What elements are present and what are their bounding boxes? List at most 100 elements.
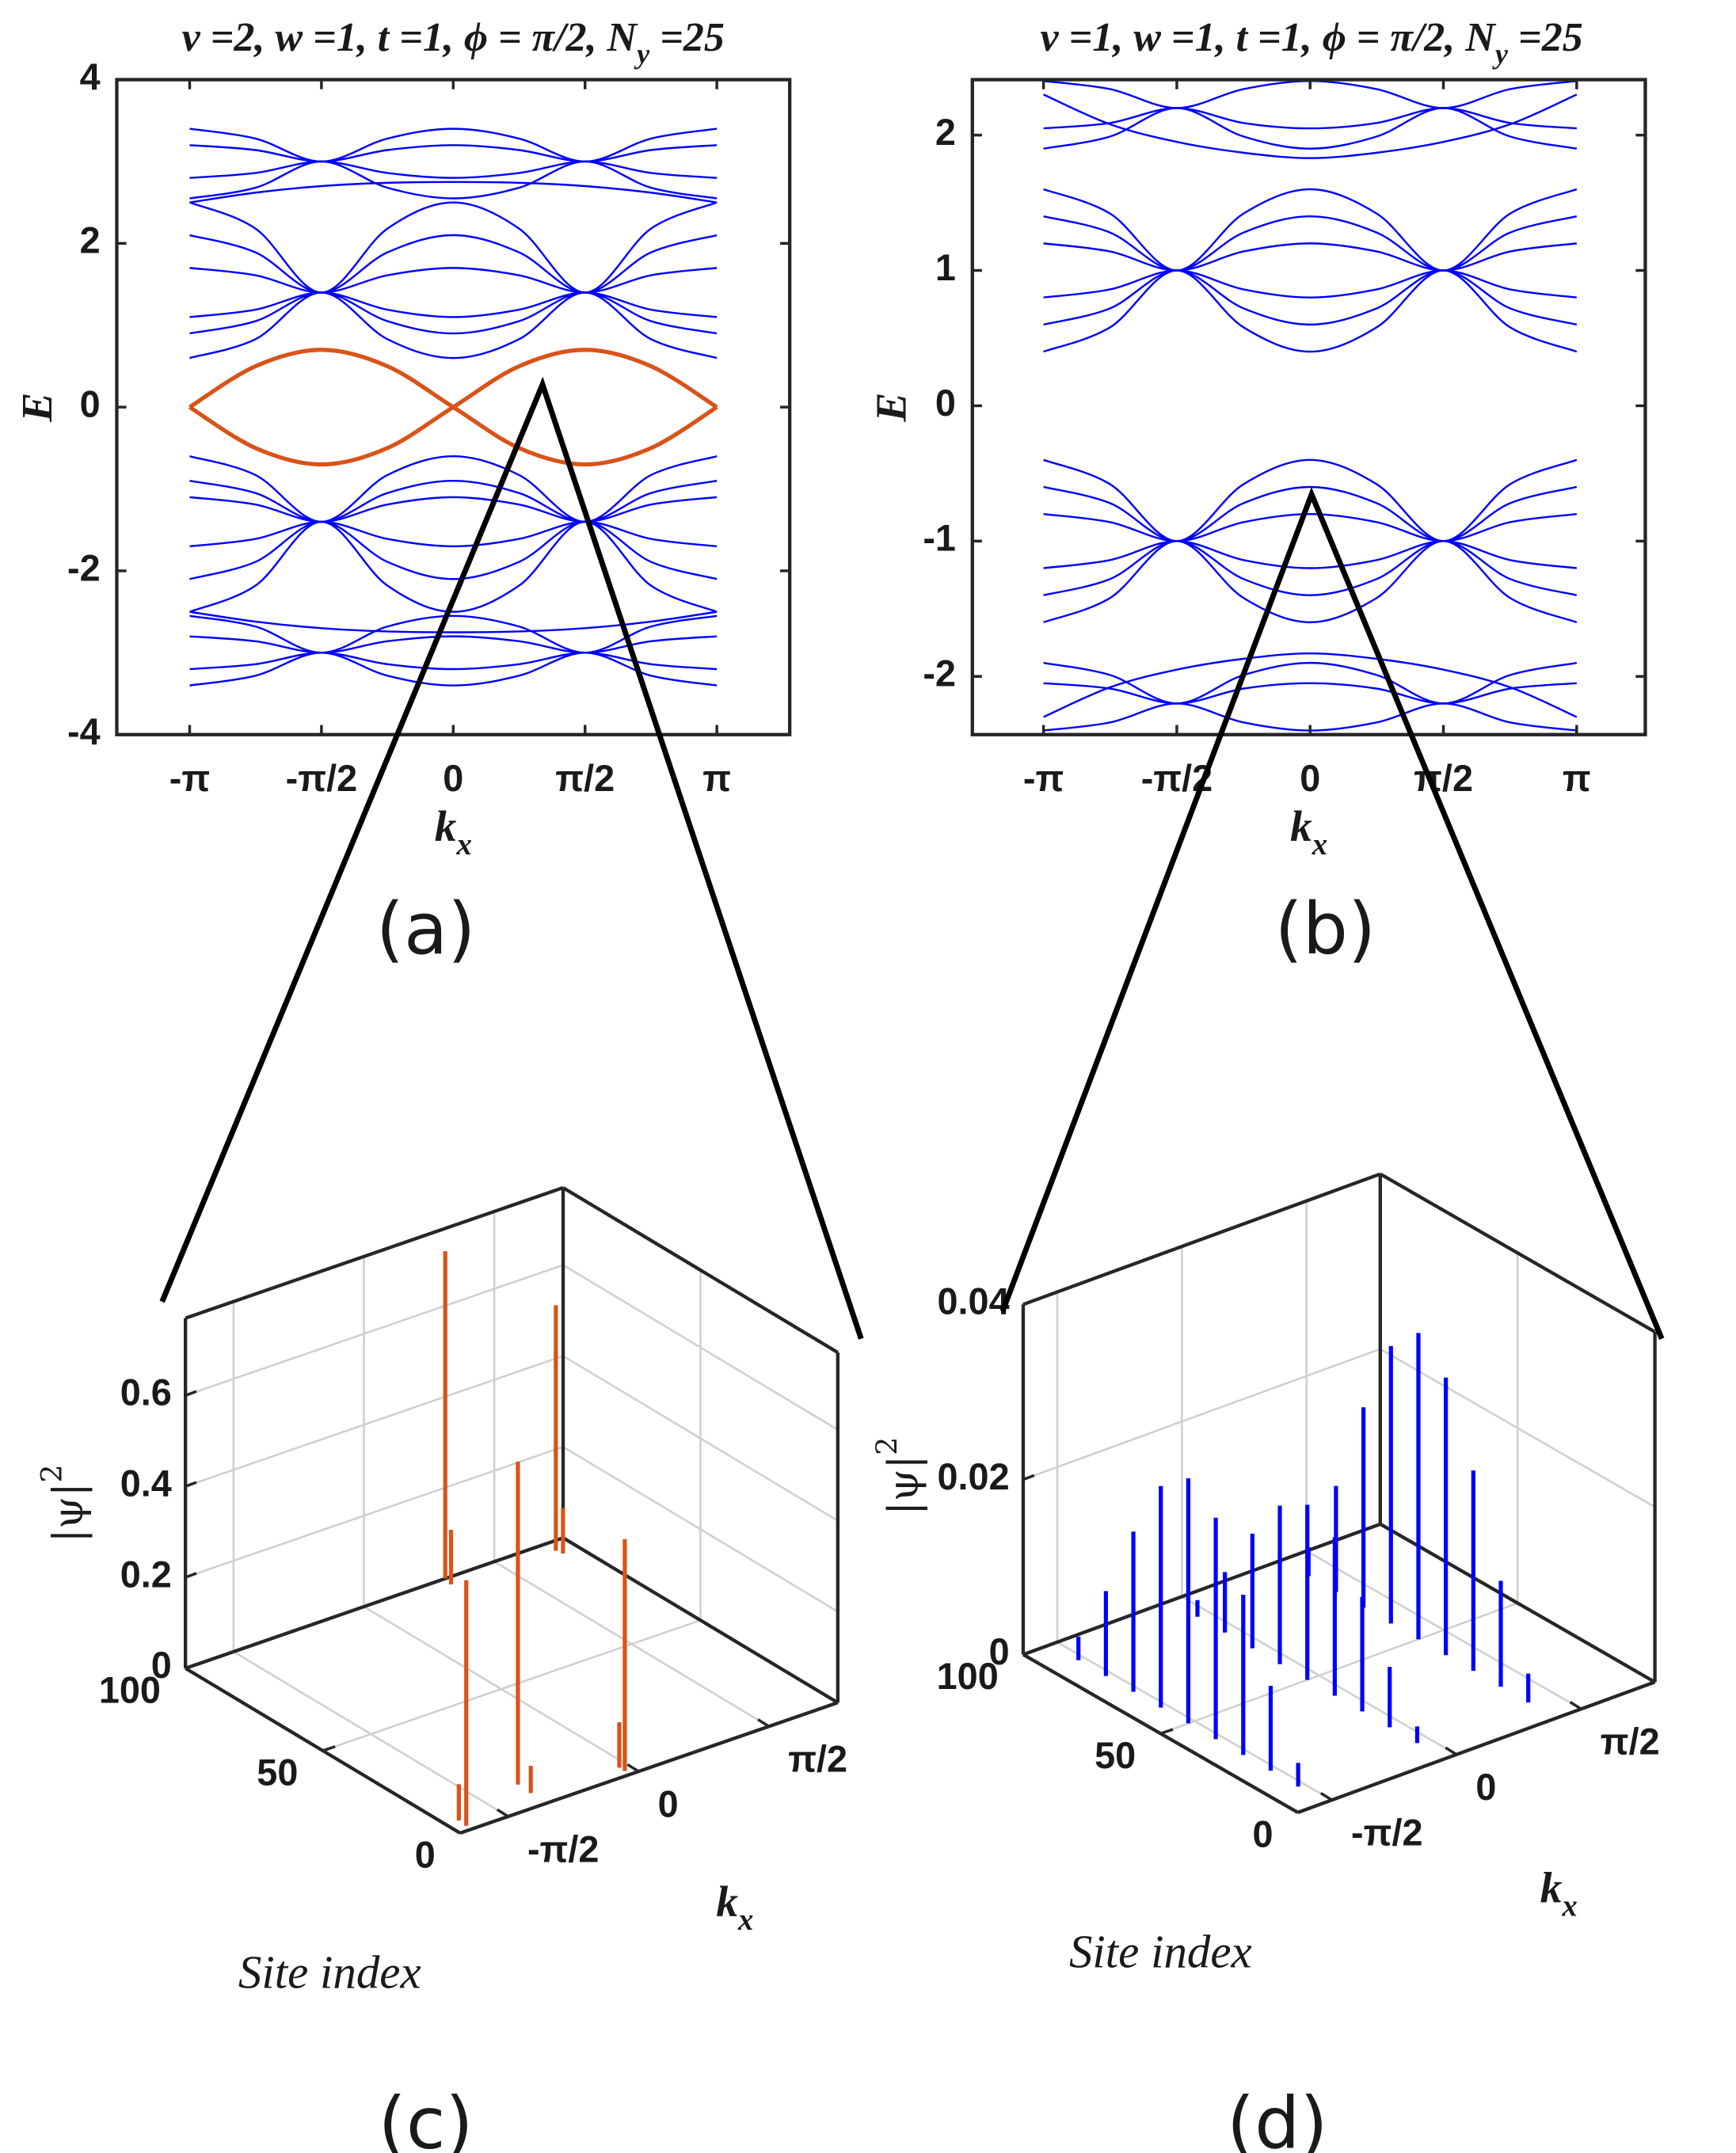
kx-axis-label-part: k (1540, 1864, 1563, 1912)
kx-tick-label: 0 (1475, 1767, 1496, 1808)
x-tick-label: 0 (1300, 758, 1320, 799)
grid-line (322, 1619, 701, 1752)
site-tick-label: 0 (1253, 1814, 1273, 1855)
z-axis-label-part: 2 (870, 1437, 904, 1455)
grid-line (493, 1561, 770, 1728)
box-edge (185, 1536, 564, 1670)
z-tick-label: 0.6 (120, 1372, 172, 1413)
x-axis-label-part: x (455, 828, 471, 862)
site-tick-label: 50 (257, 1752, 298, 1793)
site-tick-label: 100 (937, 1656, 999, 1697)
y-tick-label: 2 (935, 112, 956, 153)
band-line (189, 611, 718, 633)
callout-b (999, 486, 1665, 1341)
x-axis-label-part: k (1290, 803, 1312, 851)
z-tick (185, 1390, 197, 1397)
chart-title-part: v =2, w =1, t =1, ϕ = π/2, N (182, 15, 639, 60)
grid-line (1181, 1596, 1457, 1755)
y-tick-label: -2 (923, 653, 956, 694)
band-line (189, 201, 718, 294)
z-tick (185, 1572, 197, 1579)
band-line (1043, 107, 1578, 150)
y-tick-label: 2 (80, 220, 101, 261)
band-line (189, 127, 718, 163)
panel-label: (a) (376, 888, 476, 971)
panel-label: (c) (379, 2083, 474, 2153)
kx-tick-label: -π/2 (527, 1828, 599, 1870)
grid-line (1022, 1348, 1381, 1481)
x-tick-label: -π/2 (286, 758, 357, 799)
band-line (189, 479, 718, 523)
band-line (189, 144, 718, 163)
band-line (189, 652, 718, 671)
chart-title: v =2, w =1, t =1, ϕ = π/2, Ny =25 (182, 15, 725, 70)
band-line (1043, 93, 1578, 159)
z-tick-label: 0.02 (938, 1456, 1010, 1497)
band-line (189, 520, 718, 548)
band-line (189, 267, 718, 294)
x-axis-label: kx (435, 803, 472, 862)
z-tick-label: 0.2 (120, 1554, 172, 1595)
band-line (1043, 652, 1578, 718)
band-line (188, 348, 718, 467)
band-line (189, 160, 718, 179)
x-tick-label: π (1563, 758, 1591, 799)
band-line (1043, 540, 1578, 624)
kx-tick-label: π/2 (1601, 1721, 1660, 1763)
band-line (189, 160, 718, 200)
box-edge (185, 1185, 564, 1320)
chart-title-part: y (1492, 38, 1509, 70)
x-axis-label: kx (1290, 803, 1327, 862)
chart-title-part: =25 (649, 15, 725, 60)
grid-line (185, 1446, 564, 1579)
z-axis-label-part: 2 (35, 1464, 69, 1482)
box-edge (562, 1536, 839, 1705)
y-tick-label: -1 (923, 518, 956, 559)
x-axis-label-part: x (1312, 828, 1327, 862)
chart-title-part: v =1, w =1, t =1, ϕ = π/2, N (1040, 15, 1497, 60)
band-line (189, 455, 718, 523)
x-tick-label: -π (169, 758, 210, 799)
y-tick-label: 0 (80, 384, 101, 425)
kx-axis-label: kx (1540, 1864, 1578, 1923)
band-line (1043, 682, 1577, 705)
box-edge (562, 1186, 839, 1354)
y-tick-label: -2 (67, 547, 101, 588)
chart-title-part: y (634, 38, 650, 70)
band-line (189, 635, 718, 654)
panel-label: (b) (1275, 888, 1376, 971)
grid-line (1056, 1641, 1333, 1801)
band-line (1043, 188, 1578, 272)
axis-line (1022, 1653, 1299, 1814)
band-line (189, 291, 718, 359)
kx-tick-label: -π/2 (1351, 1813, 1422, 1854)
y-tick-label: 0 (935, 382, 956, 424)
zoom-callouts (159, 376, 1665, 1341)
band-line (1043, 458, 1578, 542)
band-line (1043, 661, 1578, 705)
z-axis-label: |ψ|2 (35, 1464, 92, 1542)
kx-axis-label-part: k (716, 1878, 738, 1927)
site-tick-label: 100 (99, 1669, 161, 1710)
band-line (1043, 540, 1578, 596)
x-tick-label: π (702, 758, 731, 799)
box-edge (1379, 1522, 1656, 1684)
z-axis-label-part: |ψ| (880, 1455, 927, 1516)
chart-title-part: =25 (1508, 15, 1583, 60)
band-line (1043, 269, 1578, 353)
band-line (1043, 485, 1578, 542)
z-tick-label: 0 (151, 1645, 172, 1686)
band-line (1043, 269, 1578, 299)
box-edge (1022, 1522, 1381, 1657)
y-tick-label: 1 (935, 247, 956, 288)
axis-line (185, 1667, 462, 1835)
band-line (1043, 269, 1578, 326)
z-tick-label: 0.4 (120, 1463, 172, 1504)
axes-box (970, 78, 1647, 736)
y-axis-label: E (867, 393, 916, 423)
x-tick-label: -π (1023, 758, 1064, 799)
x-axis-label-part: k (435, 803, 457, 851)
band-line (189, 520, 718, 580)
band-line (189, 652, 718, 687)
